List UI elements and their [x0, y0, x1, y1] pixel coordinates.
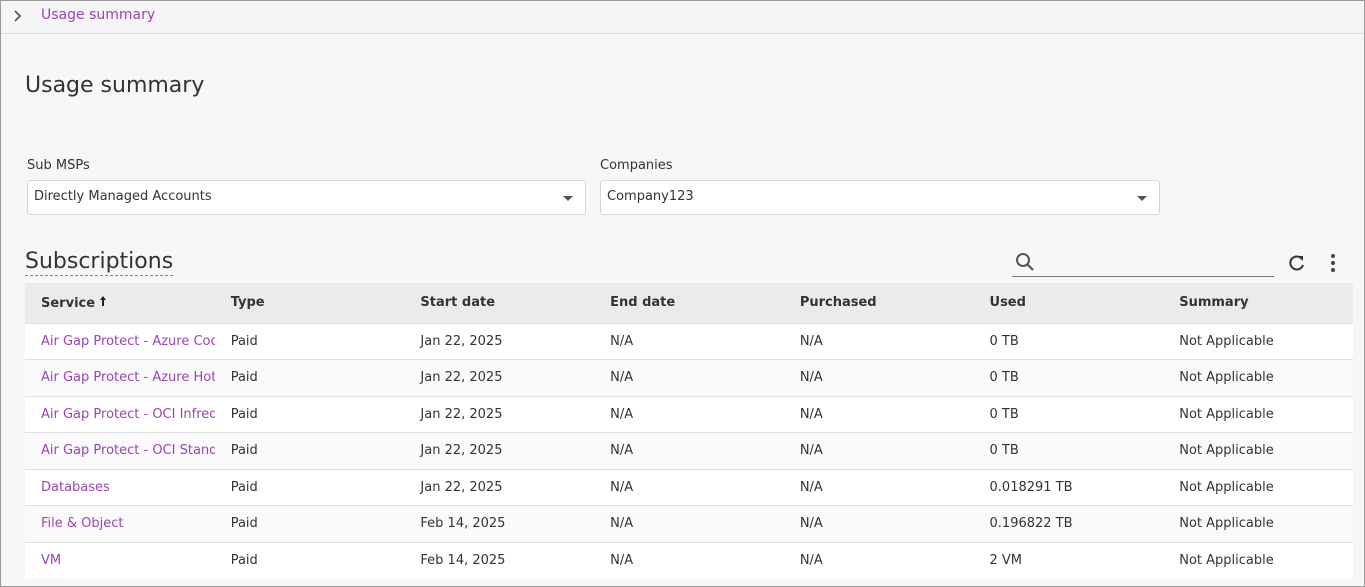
table-row: Air Gap Protect - Azure Hot Paid Jan 22, 2… — [25, 359, 1353, 396]
section-title: Subscriptions — [25, 249, 174, 276]
table-cell: Jan 22, 2025 — [404, 322, 595, 360]
table-cell: 0.018291 TB — [973, 468, 1164, 506]
table-cell: N/A — [594, 432, 784, 469]
column-header-text: Type — [230, 295, 265, 311]
table-cell: Not Applicable — [1163, 541, 1353, 579]
table-row: VM Paid Feb 14, 2025 N/A N/A 2 VM Not Applicab… — [25, 541, 1353, 579]
table-cell: 0 TB — [973, 395, 1164, 433]
filter-label: Sub MSPs — [27, 158, 90, 173]
column-header[interactable]: Service — [25, 283, 215, 323]
column-header-text: Start date — [420, 295, 496, 311]
page-title: Usage summary — [25, 73, 205, 98]
table-cell: Feb 14, 2025 — [404, 541, 595, 579]
table-cell: Paid — [214, 359, 405, 396]
filter-label: Companies — [600, 158, 673, 173]
column-header[interactable]: Type — [214, 283, 405, 323]
table-cell: Paid — [214, 395, 405, 433]
table-cell: N/A — [783, 468, 974, 506]
column-header-text: Service — [41, 295, 96, 311]
service-link[interactable]: Air Gap Protect - OCI Standa — [25, 432, 215, 469]
table-cell: N/A — [783, 395, 974, 433]
table-cell: N/A — [594, 359, 784, 396]
table-cell: Jan 22, 2025 — [404, 432, 595, 469]
table-cell: N/A — [594, 505, 784, 542]
table-cell: 0 TB — [973, 359, 1164, 396]
dropdown[interactable]: Company123 — [600, 180, 1160, 215]
column-header[interactable]: Start date — [404, 283, 595, 323]
table-cell: Paid — [214, 432, 405, 469]
column-header-text: Used — [989, 295, 1026, 311]
subscriptions-table: Service Type Start date End date Purchased Us… — [25, 283, 1353, 579]
table-cell: 0.196822 TB — [973, 505, 1164, 542]
table-cell: Not Applicable — [1163, 395, 1353, 433]
service-link[interactable]: File & Object — [25, 505, 215, 542]
table-cell: Jan 22, 2025 — [404, 359, 595, 396]
expand-icon[interactable] — [12, 9, 24, 23]
search-field[interactable] — [1012, 249, 1274, 277]
table-cell: N/A — [783, 432, 974, 469]
table-cell: Jan 22, 2025 — [404, 395, 595, 433]
table-cell: N/A — [783, 359, 974, 396]
table-cell: Feb 14, 2025 — [404, 505, 595, 542]
table-cell: N/A — [594, 395, 784, 433]
breadcrumb[interactable]: Usage summary — [41, 7, 156, 23]
dropdown-value: Directly Managed Accounts — [34, 189, 212, 204]
sort-icon — [100, 295, 107, 306]
service-link[interactable]: Air Gap Protect - Azure Hot — [25, 359, 215, 396]
column-header[interactable]: Summary — [1163, 283, 1353, 323]
table-cell: Paid — [214, 505, 405, 542]
table-cell: Not Applicable — [1163, 359, 1353, 396]
refresh-button[interactable] — [1287, 253, 1307, 273]
service-link[interactable]: Air Gap Protect - Azure Cool — [25, 322, 215, 360]
more-button[interactable] — [1328, 253, 1338, 273]
table-cell: 2 VM — [973, 541, 1164, 579]
table-cell: N/A — [783, 322, 974, 360]
table-cell: Not Applicable — [1163, 468, 1353, 506]
search-icon — [1016, 253, 1034, 271]
column-header-text: End date — [610, 295, 676, 311]
table-row: Databases Paid Jan 22, 2025 N/A N/A 0.018291 … — [25, 468, 1353, 506]
table-cell: Jan 22, 2025 — [404, 468, 595, 506]
table-cell: Paid — [214, 468, 405, 506]
table-cell: 0 TB — [973, 322, 1164, 360]
table-cell: N/A — [594, 322, 784, 360]
column-header[interactable]: Used — [973, 283, 1164, 323]
service-link[interactable]: Databases — [25, 468, 215, 506]
table-cell: 0 TB — [973, 432, 1164, 469]
column-header-text: Summary — [1179, 295, 1249, 311]
table-row: Air Gap Protect - OCI Infrequ Paid Jan 22,… — [25, 395, 1353, 433]
column-header[interactable]: Purchased — [783, 283, 974, 323]
table-cell: Not Applicable — [1163, 322, 1353, 360]
table-row: Air Gap Protect - Azure Cool Paid Jan 22, … — [25, 322, 1353, 360]
table-cell: N/A — [783, 541, 974, 579]
table-cell: Not Applicable — [1163, 432, 1353, 469]
column-header-text: Purchased — [799, 295, 877, 311]
table-cell: Paid — [214, 541, 405, 579]
dropdown[interactable]: Directly Managed Accounts — [27, 180, 586, 215]
table-cell: N/A — [783, 505, 974, 542]
table-row: File & Object Paid Feb 14, 2025 N/A N/A 0.196… — [25, 505, 1353, 542]
column-header[interactable]: End date — [594, 283, 784, 323]
table-cell: Not Applicable — [1163, 505, 1353, 542]
table-cell: N/A — [594, 468, 784, 506]
service-link[interactable]: Air Gap Protect - OCI Infrequ — [25, 395, 215, 433]
table-row: Air Gap Protect - OCI Standa Paid Jan 22, … — [25, 432, 1353, 469]
top-bar: Usage summary — [1, 1, 1364, 34]
service-link[interactable]: VM — [25, 541, 215, 579]
dropdown-value: Company123 — [607, 189, 694, 204]
table-cell: N/A — [594, 541, 784, 579]
table-cell: Paid — [214, 322, 405, 360]
